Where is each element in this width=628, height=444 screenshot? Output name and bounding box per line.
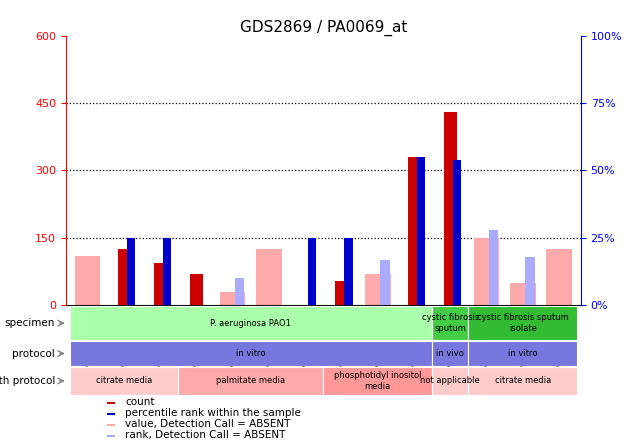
Bar — [468, 306, 577, 340]
Bar — [453, 160, 462, 305]
Bar — [256, 249, 282, 305]
Text: palmitate media: palmitate media — [216, 377, 286, 385]
Text: in vivo: in vivo — [436, 349, 464, 358]
Bar — [75, 256, 100, 305]
Bar — [235, 278, 244, 305]
Bar — [365, 274, 391, 305]
Bar — [178, 367, 323, 395]
Bar — [489, 230, 499, 305]
Bar — [510, 283, 536, 305]
Bar — [107, 424, 116, 426]
Text: growth protocol: growth protocol — [0, 376, 55, 386]
Bar — [70, 306, 432, 340]
Text: value, Detection Call = ABSENT: value, Detection Call = ABSENT — [125, 419, 291, 429]
Text: count: count — [125, 397, 154, 407]
Bar — [408, 157, 420, 305]
Bar — [444, 112, 457, 305]
Bar — [127, 238, 135, 305]
Text: percentile rank within the sample: percentile rank within the sample — [125, 408, 301, 418]
Bar — [107, 413, 116, 415]
Text: cystic fibrosis sputum
isolate: cystic fibrosis sputum isolate — [477, 313, 569, 333]
Bar — [474, 238, 499, 305]
Text: citrate media: citrate media — [495, 377, 551, 385]
Bar — [432, 367, 468, 395]
Bar — [308, 238, 317, 305]
Text: citrate media: citrate media — [96, 377, 152, 385]
Text: phosphotidyl inositol
media: phosphotidyl inositol media — [334, 371, 421, 391]
Bar — [163, 238, 171, 305]
Text: cystic fibrosis
sputum: cystic fibrosis sputum — [422, 313, 479, 333]
Bar — [70, 341, 432, 366]
Text: in vitro: in vitro — [508, 349, 538, 358]
Text: protocol: protocol — [13, 349, 55, 358]
Text: rank, Detection Call = ABSENT: rank, Detection Call = ABSENT — [125, 430, 286, 440]
Bar — [432, 341, 468, 366]
Bar — [468, 341, 577, 366]
Bar — [525, 257, 534, 305]
Bar — [154, 263, 166, 305]
Bar — [323, 367, 432, 395]
Text: P. aeruginosa PAO1: P. aeruginosa PAO1 — [210, 319, 291, 328]
Title: GDS2869 / PA0069_at: GDS2869 / PA0069_at — [240, 20, 407, 36]
Text: specimen: specimen — [4, 318, 55, 328]
Text: in vitro: in vitro — [236, 349, 266, 358]
Bar — [220, 292, 246, 305]
Text: not applicable: not applicable — [421, 377, 480, 385]
Bar — [335, 281, 348, 305]
Bar — [432, 306, 468, 340]
Bar — [546, 249, 572, 305]
Bar — [70, 367, 178, 395]
Bar — [417, 157, 425, 305]
Bar — [190, 274, 203, 305]
Bar — [468, 367, 577, 395]
Bar — [107, 435, 116, 437]
Bar — [117, 249, 131, 305]
Bar — [380, 260, 389, 305]
Bar — [107, 402, 116, 404]
Bar — [344, 238, 353, 305]
